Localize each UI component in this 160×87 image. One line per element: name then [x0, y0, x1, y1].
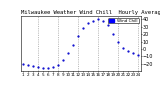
Legend: Wind Chill: Wind Chill [108, 18, 139, 23]
Text: Milwaukee Weather Wind Chill  Hourly Average  (24 Hours): Milwaukee Weather Wind Chill Hourly Aver… [21, 10, 160, 15]
